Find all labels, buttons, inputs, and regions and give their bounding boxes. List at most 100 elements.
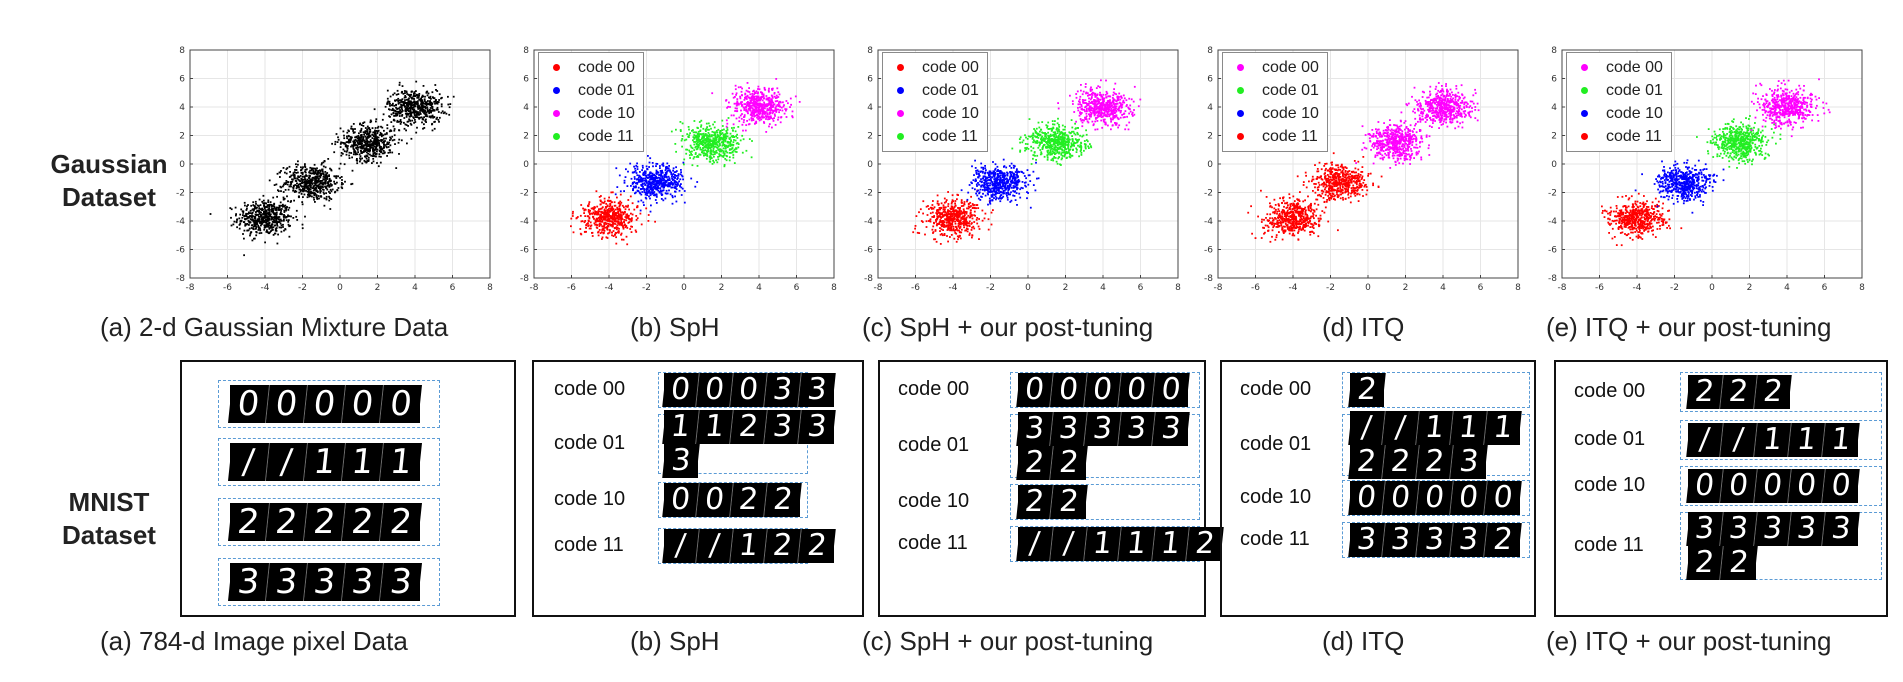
data-point [263, 217, 266, 219]
data-point [282, 223, 284, 226]
data-point [670, 181, 673, 183]
data-point [682, 161, 685, 164]
data-point [442, 112, 445, 115]
data-point [935, 220, 937, 223]
data-point [370, 143, 372, 146]
data-point [301, 171, 304, 174]
data-point [381, 148, 384, 151]
data-point [725, 150, 727, 153]
data-point [275, 214, 278, 217]
data-point [950, 208, 953, 210]
data-point [721, 125, 724, 127]
data-point [354, 141, 357, 144]
data-point [301, 173, 304, 176]
data-point [657, 176, 660, 179]
data-point [366, 155, 369, 157]
data-point [388, 100, 391, 103]
data-point [949, 236, 951, 238]
data-point [714, 151, 717, 154]
data-point [448, 113, 451, 116]
data-point [681, 187, 684, 190]
data-point [930, 206, 933, 209]
data-point [661, 178, 663, 181]
data-point [326, 178, 328, 180]
data-point [309, 172, 312, 175]
data-point [712, 145, 715, 148]
data-point [321, 168, 324, 171]
data-point [363, 150, 365, 153]
data-point [275, 227, 278, 229]
y-tick-label: 4 [179, 103, 185, 113]
data-point [710, 135, 713, 138]
data-point [962, 221, 965, 223]
data-point [952, 209, 955, 212]
data-point [407, 120, 410, 123]
data-point [651, 183, 653, 185]
data-point [737, 126, 740, 128]
data-point [623, 224, 626, 226]
data-point [731, 127, 733, 129]
data-point [408, 118, 411, 121]
data-point [667, 169, 669, 172]
data-point [719, 134, 721, 136]
data-point [953, 230, 956, 232]
data-point [696, 141, 699, 144]
data-point [365, 157, 368, 160]
data-point [697, 144, 700, 147]
data-point [698, 153, 701, 156]
data-point [305, 186, 308, 189]
data-point [448, 106, 451, 109]
data-point [282, 203, 284, 206]
data-point [982, 166, 985, 169]
data-point [767, 118, 769, 121]
data-point [328, 174, 330, 177]
data-point [634, 192, 636, 195]
data-point [421, 106, 424, 109]
data-point [659, 174, 661, 176]
data-point [282, 185, 284, 188]
data-point [728, 138, 731, 140]
data-point [644, 174, 647, 177]
data-point [268, 203, 271, 206]
data-point [646, 192, 649, 194]
data-point [642, 166, 644, 169]
data-point [699, 130, 702, 132]
data-point [655, 202, 658, 204]
data-point [425, 104, 428, 107]
data-point [743, 99, 746, 101]
data-point [588, 201, 591, 203]
data-point [571, 215, 574, 217]
data-point [355, 152, 357, 155]
data-point [778, 111, 780, 114]
data-point [358, 153, 361, 156]
data-point [722, 156, 725, 158]
data-point [350, 125, 353, 128]
data-point [737, 86, 740, 89]
data-point [614, 227, 617, 229]
data-point [305, 174, 307, 177]
data-point [936, 210, 938, 212]
data-point [323, 181, 326, 184]
data-point [356, 137, 359, 140]
data-point [587, 209, 590, 211]
data-point [663, 179, 666, 181]
data-point [274, 212, 276, 215]
data-point [265, 209, 268, 212]
data-point [317, 195, 320, 197]
data-point [660, 173, 663, 176]
data-point [765, 95, 768, 97]
data-point [606, 211, 609, 214]
data-point [312, 176, 315, 179]
data-point [647, 155, 649, 157]
data-point [736, 102, 739, 105]
data-point [675, 200, 678, 203]
data-point [268, 227, 271, 230]
data-point [381, 141, 384, 144]
data-point [308, 177, 311, 180]
data-point [611, 215, 613, 218]
data-point [371, 146, 373, 149]
data-point [284, 228, 287, 230]
data-point [382, 134, 385, 137]
data-point [608, 200, 611, 202]
data-point [376, 130, 379, 133]
